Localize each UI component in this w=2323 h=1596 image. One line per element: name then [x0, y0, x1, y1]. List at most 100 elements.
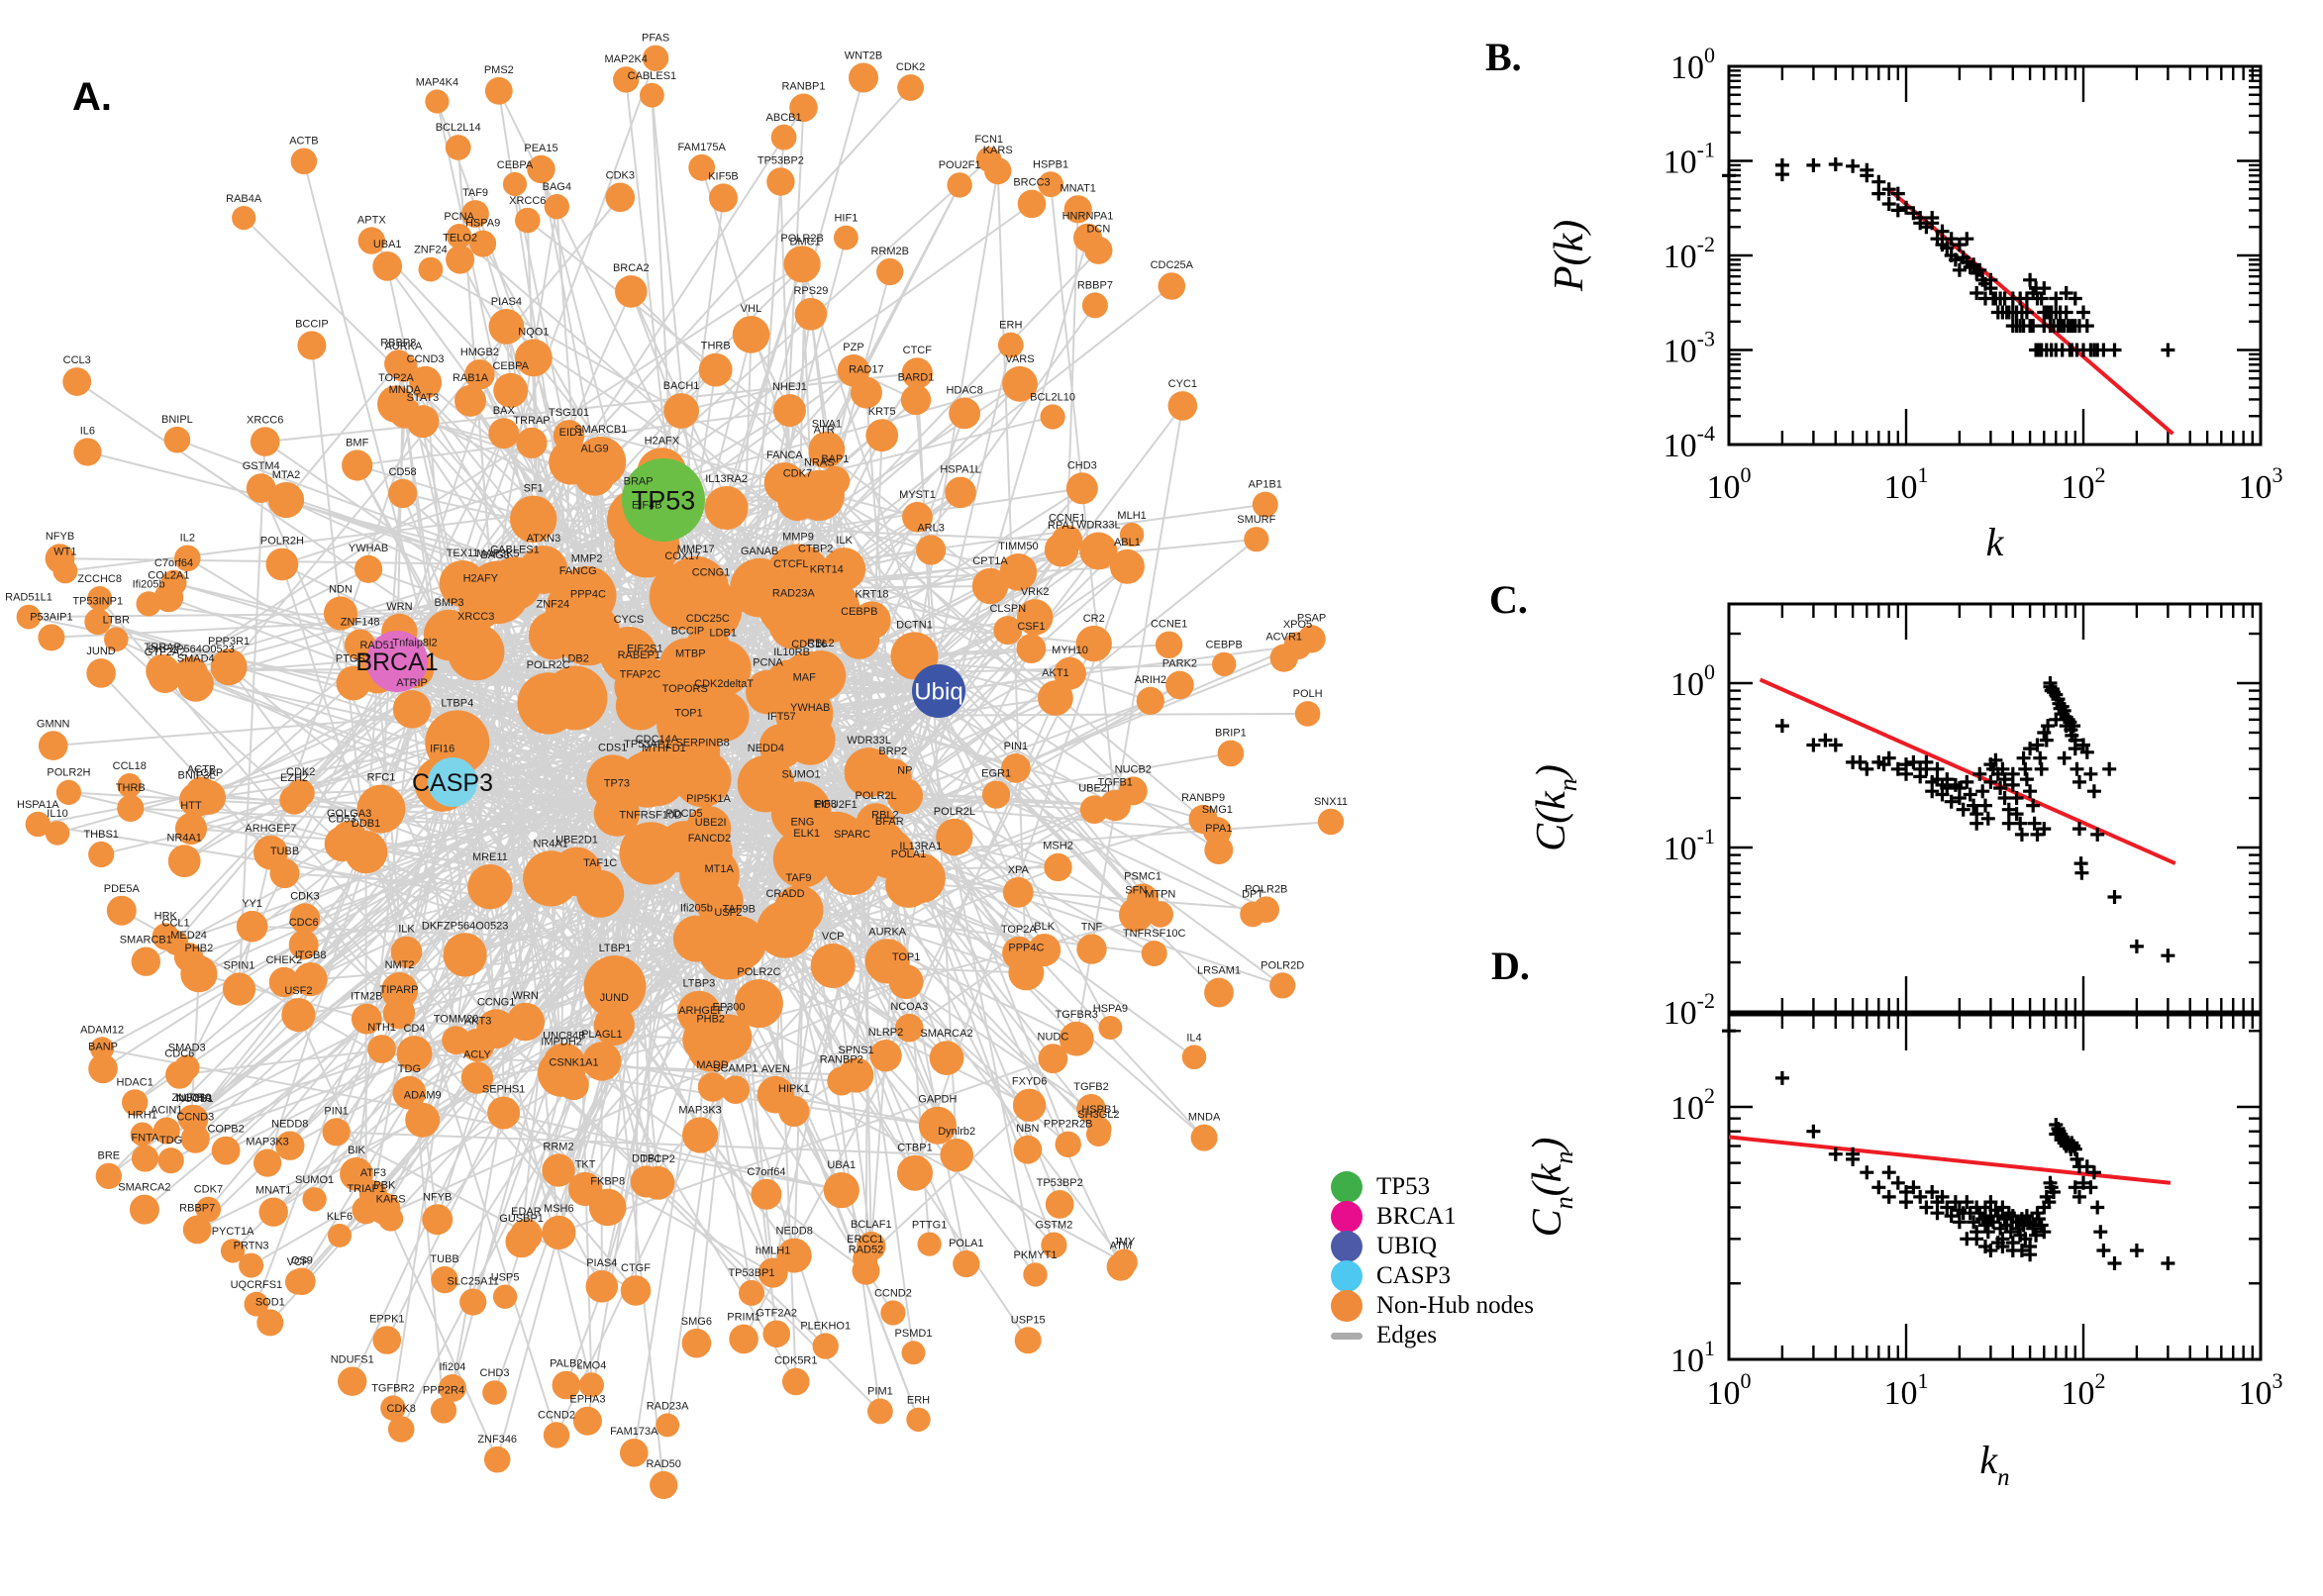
- gene-node-label: WNT2B: [845, 50, 883, 62]
- gene-node: [160, 569, 187, 596]
- gene-node-label: CLSPN: [989, 603, 1026, 615]
- gene-node: [430, 1397, 457, 1424]
- gene-node-label: RAD52: [849, 1245, 883, 1256]
- gene-node-label: POLR2L: [855, 790, 896, 802]
- gene-node-label: CDC25C: [686, 613, 730, 625]
- gene-node-label: PCNA: [753, 657, 783, 669]
- gene-node: [388, 478, 418, 509]
- gene-node: [1217, 740, 1245, 767]
- y-tick-label: 10-1: [1664, 138, 1715, 181]
- gene-node: [1076, 1094, 1106, 1124]
- gene-node-label: LTBR: [103, 615, 130, 627]
- gene-node-label: HSPB1: [1033, 158, 1068, 170]
- gene-node-label: HDAC8: [946, 385, 982, 397]
- gene-node: [268, 966, 300, 998]
- gene-node-label: TGFB1: [1097, 777, 1132, 789]
- casp3-hub-swatch-icon: [1331, 1260, 1363, 1292]
- gene-node-label: SCAMP1: [713, 1062, 758, 1074]
- gene-node: [1040, 404, 1065, 430]
- gene-node: [256, 1309, 284, 1337]
- gene-node-label: LDB2: [561, 653, 589, 665]
- gene-node-label: PIP5K1A: [686, 793, 731, 805]
- gene-node-label: THBS1: [83, 829, 118, 841]
- gene-node-label: MYST1: [899, 489, 936, 501]
- gene-node-label: NRAS: [804, 457, 835, 469]
- legend-label: BRCA1: [1376, 1203, 1457, 1230]
- gene-node-label: HSPA1L: [940, 464, 980, 476]
- gene-node: [1203, 817, 1232, 846]
- gene-node-label: AKT1: [1042, 667, 1069, 679]
- gene-node-label: BCCIP: [671, 626, 705, 638]
- y-axis-title: P(k): [1547, 220, 1592, 292]
- y-tick-label: 10-3: [1664, 327, 1715, 370]
- gene-node: [620, 1275, 652, 1306]
- hub-node-brca1: [366, 631, 428, 692]
- gene-node-label: TDG: [159, 1135, 182, 1147]
- gene-node: [323, 596, 358, 631]
- legend-item-ubiq: UBIQ: [1331, 1231, 1534, 1262]
- gene-node: [448, 623, 505, 681]
- gene-node-label: SH3GL2: [1077, 1109, 1119, 1121]
- gene-node-label: BRCC3: [1013, 177, 1050, 189]
- gene-node-label: DDB1: [632, 1152, 660, 1164]
- gene-node-label: NUDC: [1038, 1031, 1069, 1043]
- gene-node-label: ACVR1: [1265, 632, 1302, 644]
- gene-node: [174, 545, 201, 572]
- gene-node-label: DKFZP564O0523: [422, 920, 508, 932]
- gene-node-label: POLR2B: [780, 233, 823, 245]
- gene-node-label: POLR2L: [934, 806, 975, 818]
- x-tick-label: 103: [2239, 462, 2283, 506]
- y-axis-title: Cn(kn): [1525, 1138, 1578, 1238]
- hub-node-label-ubiq: Ubiq: [914, 678, 962, 705]
- gene-node-label: ZCCHC8: [77, 573, 122, 585]
- legend-item-tp53: TP53: [1331, 1171, 1534, 1203]
- gene-node-label: ATM: [1110, 1240, 1132, 1251]
- gene-node-label: ERCC1: [847, 1234, 883, 1246]
- gene-node: [288, 930, 319, 960]
- gene-node-label: PSMC1: [1124, 871, 1162, 883]
- gene-node-label: PMS2: [484, 64, 514, 76]
- gene-node-label: TNFRSF10D: [619, 809, 682, 821]
- gene-node: [88, 1053, 118, 1084]
- gene-node: [1016, 599, 1054, 636]
- y-tick-label: 10-2: [1664, 988, 1715, 1032]
- x-tick-label: 103: [2239, 1368, 2283, 1412]
- power-law-fit-line: [1759, 677, 2176, 865]
- gene-node-label: PBK: [373, 1180, 396, 1192]
- gene-node-label: KRT5: [868, 406, 896, 418]
- gene-node-label: HIF1: [834, 213, 858, 225]
- y-tick-label: 10-1: [1664, 824, 1715, 867]
- gene-node: [656, 660, 724, 728]
- gene-node-label: ITM2B: [351, 991, 382, 1003]
- gene-node-label: ABCB1: [766, 112, 802, 124]
- gene-node: [387, 1416, 415, 1443]
- gene-node-label: RAD50: [646, 1458, 680, 1470]
- gene-node-label: PPP3R1: [208, 636, 250, 648]
- gene-node-label: MAP3K3: [678, 1104, 721, 1116]
- gene-node-label: MAP3K5: [476, 549, 519, 560]
- gene-node: [711, 916, 766, 971]
- gene-node: [721, 1075, 751, 1104]
- gene-node-label: WDR33L: [847, 735, 891, 747]
- gene-node: [838, 1057, 874, 1093]
- gene-node: [853, 601, 891, 640]
- gene-node: [901, 357, 933, 389]
- gene-node-label: BARD1: [898, 372, 935, 384]
- gene-node: [117, 794, 145, 823]
- gene-node-label: ARIH2: [1135, 674, 1166, 686]
- gene-node-label: NEDD8: [776, 1226, 813, 1238]
- gene-node: [697, 1072, 728, 1102]
- gene-node: [605, 182, 636, 213]
- gene-node: [694, 876, 744, 925]
- gene-node-label: CYC1: [1168, 378, 1197, 390]
- gene-node: [372, 251, 403, 281]
- gene-node-label: GMNN: [37, 718, 70, 730]
- gene-node: [267, 481, 305, 519]
- gene-node-label: CSF1: [1017, 621, 1045, 633]
- gene-node-label: WT1: [53, 547, 76, 558]
- gene-node: [289, 903, 321, 935]
- gene-node-label: POLR2H: [260, 536, 304, 548]
- gene-node-label: EIF3: [814, 799, 837, 811]
- gene-node: [253, 835, 288, 870]
- gene-node-label: PIM1: [867, 1386, 893, 1398]
